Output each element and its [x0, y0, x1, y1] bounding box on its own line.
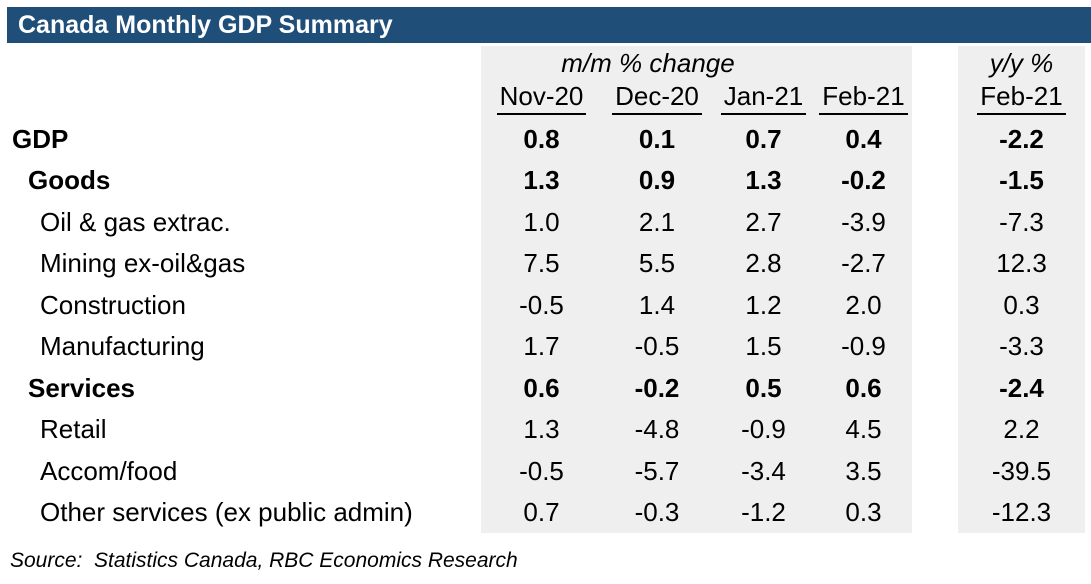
value-cell: -0.5: [519, 455, 564, 486]
source-attribution: Source: Statistics Canada, RBC Economics…: [10, 549, 518, 572]
column-header-row: Nov-20 Dec-20 Jan-21 Feb-21 Feb-21: [0, 80, 1085, 118]
row-label: Services: [28, 372, 135, 403]
yoy-value-cell: -7.3: [999, 206, 1044, 237]
yoy-value-cell: -39.5: [991, 455, 1052, 486]
yy-column-shading: [958, 46, 1085, 533]
table-row-services: Services 0.6 -0.2 0.5 0.6 -2.4: [0, 367, 1085, 409]
value-cell: 3.5: [845, 455, 882, 486]
value-cell: 1.0: [523, 206, 560, 237]
value-cell: 0.8: [523, 123, 560, 154]
value-cell: 1.5: [745, 331, 782, 362]
table-row-mining: Mining ex-oil&gas 7.5 5.5 2.8 -2.7 12.3: [0, 243, 1085, 285]
value-cell: 0.4: [845, 123, 882, 154]
value-cell: -0.5: [519, 289, 564, 320]
value-cell: -0.9: [841, 331, 886, 362]
table-row-manufacturing: Manufacturing 1.7 -0.5 1.5 -0.9 -3.3: [0, 326, 1085, 368]
value-cell: -2.7: [841, 248, 886, 279]
table-row-accom-food: Accom/food -0.5 -5.7 -3.4 3.5 -39.5: [0, 450, 1085, 492]
mm-column-shading: [481, 46, 912, 533]
yoy-value-cell: 0.3: [1003, 289, 1040, 320]
column-header-dec20: Dec-20: [602, 83, 712, 115]
table-row-goods: Goods 1.3 0.9 1.3 -0.2 -1.5: [0, 160, 1085, 202]
yoy-value-cell: -1.5: [999, 165, 1044, 196]
value-cell: -0.9: [741, 414, 786, 445]
value-cell: 1.3: [745, 165, 782, 196]
value-cell: 0.9: [638, 165, 676, 196]
row-label: Mining ex-oil&gas: [40, 248, 246, 279]
row-label: Accom/food: [40, 455, 178, 486]
value-cell: -0.5: [634, 331, 680, 362]
row-label: Goods: [28, 165, 111, 196]
mm-group-header: m/m % change: [561, 48, 735, 78]
value-cell: 0.5: [745, 372, 782, 403]
value-cell: -1.2: [741, 497, 786, 528]
value-cell: 2.0: [845, 289, 882, 320]
column-header-feb21: Feb-21: [815, 83, 912, 115]
value-cell: -3.4: [741, 455, 786, 486]
row-label: Oil & gas extrac.: [40, 206, 231, 237]
value-cell: 0.7: [523, 497, 560, 528]
yoy-value-cell: -2.4: [999, 372, 1044, 403]
row-label: Retail: [40, 414, 107, 445]
yoy-value-cell: 2.2: [1003, 414, 1040, 445]
value-cell: 4.5: [845, 414, 882, 445]
value-cell: 2.1: [638, 206, 676, 237]
column-header-yy-feb21: Feb-21: [958, 83, 1085, 115]
value-cell: 0.3: [845, 497, 882, 528]
value-cell: 5.5: [638, 248, 676, 279]
table-row-other-services: Other services (ex public admin) 0.7 -0.…: [0, 492, 1085, 534]
row-label: Construction: [40, 289, 186, 320]
value-cell: 1.3: [523, 165, 560, 196]
value-cell: 2.7: [745, 206, 782, 237]
value-cell: 0.1: [638, 123, 676, 154]
value-cell: 1.3: [523, 414, 560, 445]
yoy-value-cell: -12.3: [991, 497, 1052, 528]
table-row-retail: Retail 1.3 -4.8 -0.9 4.5 2.2: [0, 409, 1085, 451]
value-cell: 7.5: [523, 248, 560, 279]
row-label: Manufacturing: [40, 331, 205, 362]
value-cell: 0.6: [523, 372, 560, 403]
value-cell: 0.7: [745, 123, 782, 154]
yy-group-header: y/y %: [989, 48, 1054, 78]
yoy-value-cell: -2.2: [999, 123, 1044, 154]
value-cell: -0.2: [841, 165, 886, 196]
column-header-nov20: Nov-20: [481, 83, 602, 115]
yoy-value-cell: -3.3: [999, 331, 1044, 362]
value-cell: 1.2: [745, 289, 782, 320]
group-header-row: m/m % change y/y %: [0, 46, 1085, 80]
row-label: Other services (ex public admin): [40, 497, 413, 528]
value-cell: -5.7: [634, 455, 680, 486]
title-bar: Canada Monthly GDP Summary: [7, 7, 1091, 43]
table-row-oil-gas: Oil & gas extrac. 1.0 2.1 2.7 -3.9 -7.3: [0, 201, 1085, 243]
value-cell: 0.6: [845, 372, 882, 403]
table-row-gdp: GDP 0.8 0.1 0.7 0.4 -2.2: [0, 118, 1085, 160]
value-cell: -4.8: [634, 414, 680, 445]
value-cell: 1.4: [638, 289, 676, 320]
value-cell: -0.2: [634, 372, 680, 403]
value-cell: -3.9: [841, 206, 886, 237]
page-title: Canada Monthly GDP Summary: [18, 10, 393, 39]
value-cell: 2.8: [745, 248, 782, 279]
table-row-construction: Construction -0.5 1.4 1.2 2.0 0.3: [0, 284, 1085, 326]
column-header-jan21: Jan-21: [712, 83, 815, 115]
yoy-value-cell: 12.3: [996, 248, 1047, 279]
row-label: GDP: [12, 123, 69, 154]
gdp-table: m/m % change y/y % Nov-20 Dec-20 Jan-21 …: [0, 46, 1085, 533]
value-cell: 1.7: [523, 331, 560, 362]
value-cell: -0.3: [634, 497, 680, 528]
